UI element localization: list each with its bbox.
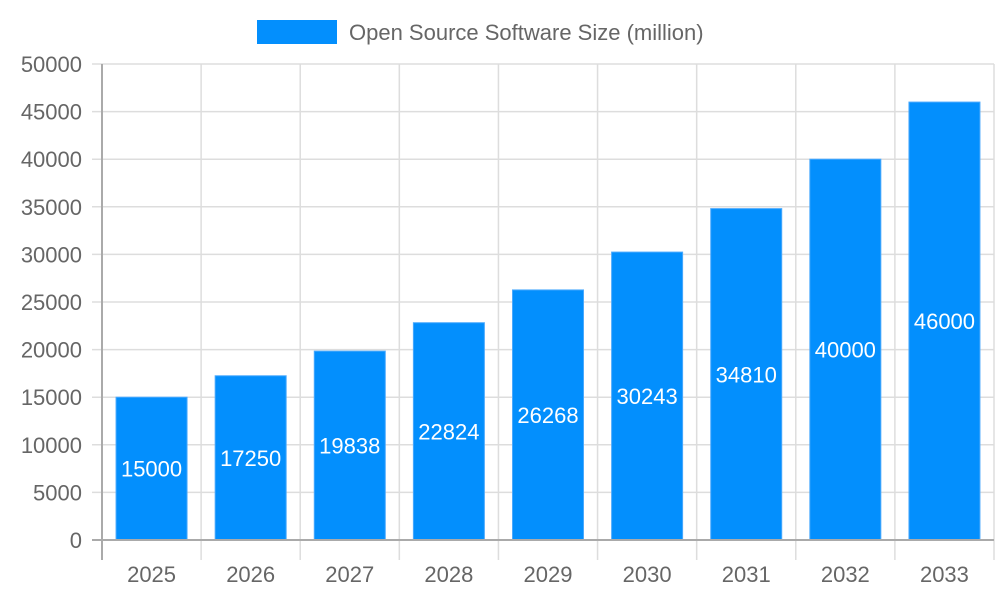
y-tick-label: 20000 (21, 338, 82, 363)
data-label: 30243 (617, 384, 678, 409)
y-tick-label: 40000 (21, 147, 82, 172)
x-tick-label: 2025 (127, 562, 176, 587)
legend-label: Open Source Software Size (million) (349, 20, 704, 45)
bar (512, 289, 584, 541)
x-tick-label: 2032 (821, 562, 870, 587)
y-tick-label: 25000 (21, 290, 82, 315)
axes: 0 5000 10000 15000 20000 25000 30000 35000 40000… (21, 52, 994, 587)
x-tick-label: 2030 (623, 562, 672, 587)
y-tick-label: 0 (70, 528, 82, 553)
bar (214, 375, 287, 541)
bar (115, 396, 188, 541)
x-tick-label: 2029 (524, 562, 573, 587)
x-tick-label: 2026 (226, 562, 275, 587)
x-tick-label: 2031 (722, 562, 771, 587)
data-label: 17250 (220, 446, 281, 471)
y-tick-label: 15000 (21, 385, 82, 410)
y-tick-label: 45000 (21, 100, 82, 125)
x-tick-label: 2027 (325, 562, 374, 587)
y-tick-label: 5000 (33, 480, 82, 505)
bar (809, 158, 882, 541)
data-label: 46000 (914, 309, 975, 334)
legend-swatch (257, 20, 337, 44)
y-tick-label: 10000 (21, 433, 82, 458)
x-tick-label: 2033 (920, 562, 969, 587)
y-tick-label: 30000 (21, 242, 82, 267)
data-label: 19838 (319, 434, 380, 459)
data-label: 22824 (418, 419, 479, 444)
bar (313, 350, 386, 541)
y-tick-label: 35000 (21, 195, 82, 220)
data-label: 34810 (716, 362, 777, 387)
legend[interactable]: Open Source Software Size (million) (257, 20, 704, 45)
y-tick-label: 50000 (21, 52, 82, 77)
data-label: 40000 (815, 338, 876, 363)
bar (412, 322, 485, 541)
bar (710, 208, 783, 541)
bars: 15000 17250 19838 22824 26268 30243 34810 40000… (115, 101, 981, 541)
data-label: 26268 (517, 403, 578, 428)
data-label: 15000 (121, 457, 182, 482)
x-tick-label: 2028 (424, 562, 473, 587)
bar (908, 101, 981, 541)
